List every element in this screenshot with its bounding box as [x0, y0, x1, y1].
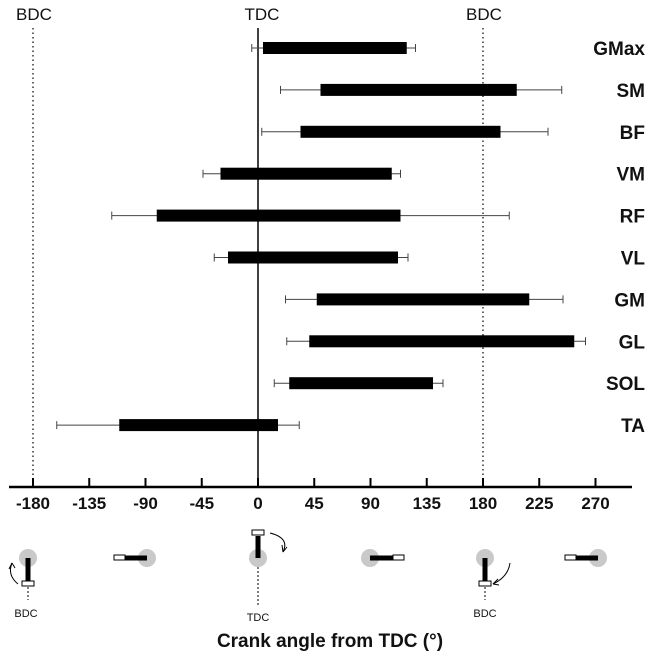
reference-lines: BDC TDC BDC: [16, 5, 502, 487]
crank-label-bdc-right: BDC: [473, 608, 496, 620]
reference-label-bdc-2: BDC: [466, 5, 502, 24]
crank-bdc-right-icon: [476, 549, 511, 600]
crank-label-tdc: TDC: [247, 612, 270, 624]
muscle-label-rf: RF: [620, 207, 645, 228]
crank-horizontal-3-icon: [564, 549, 607, 567]
activation-bar-gmax: [263, 42, 407, 54]
reference-label-bdc-0: BDC: [16, 5, 52, 24]
crank-horizontal-2-icon: [361, 549, 405, 567]
x-tick-label--90: -90: [133, 494, 158, 513]
activation-bar-gm: [316, 293, 530, 306]
crank-horizontal-1-icon: [113, 549, 156, 567]
x-tick-label-45: 45: [305, 494, 324, 513]
x-tick-label--180: -180: [16, 494, 50, 513]
activation-bar-rf: [156, 209, 401, 222]
crank-label-bdc-left: BDC: [14, 608, 37, 620]
crank-bdc-left-icon: [8, 549, 37, 600]
muscle-label-ta: TA: [621, 416, 645, 437]
activation-bar-vl: [228, 251, 398, 264]
error-bars: [56, 44, 586, 430]
x-tick-label--45: -45: [189, 494, 214, 513]
x-tick-label-0: 0: [253, 494, 262, 513]
muscle-label-vl: VL: [621, 249, 646, 270]
crank-diagrams: [8, 529, 607, 606]
activation-bars: [119, 42, 575, 432]
muscle-label-bf: BF: [620, 123, 645, 144]
muscle-label-vm: VM: [617, 165, 646, 186]
activation-bar-bf: [300, 125, 501, 138]
activation-bar-sol: [289, 377, 433, 390]
muscle-label-sol: SOL: [606, 374, 645, 395]
activation-bar-sm: [320, 83, 517, 96]
activation-bar-vm: [220, 167, 392, 180]
activation-bar-gl: [309, 335, 575, 348]
x-axis-ticks: -180 -135 -90 -45 0 45 90 135 180 225 270: [16, 478, 610, 513]
muscle-label-sm: SM: [617, 81, 646, 102]
muscle-label-gm: GM: [614, 290, 645, 311]
crank-tdc-icon: [249, 529, 288, 606]
activation-bar-ta: [119, 419, 278, 432]
x-tick-label--135: -135: [72, 494, 106, 513]
muscle-label-gmax: GMax: [593, 39, 645, 60]
muscle-labels: GMax SM BF VM RF VL GM GL SOL TA: [593, 39, 645, 437]
x-tick-label-90: 90: [361, 494, 380, 513]
x-axis-title: Crank angle from TDC (°): [217, 631, 443, 652]
x-tick-label-180: 180: [469, 494, 497, 513]
x-tick-label-135: 135: [413, 494, 441, 513]
muscle-label-gl: GL: [619, 332, 646, 353]
reference-label-tdc-1: TDC: [245, 5, 280, 24]
x-tick-label-270: 270: [581, 494, 609, 513]
x-tick-label-225: 225: [525, 494, 553, 513]
